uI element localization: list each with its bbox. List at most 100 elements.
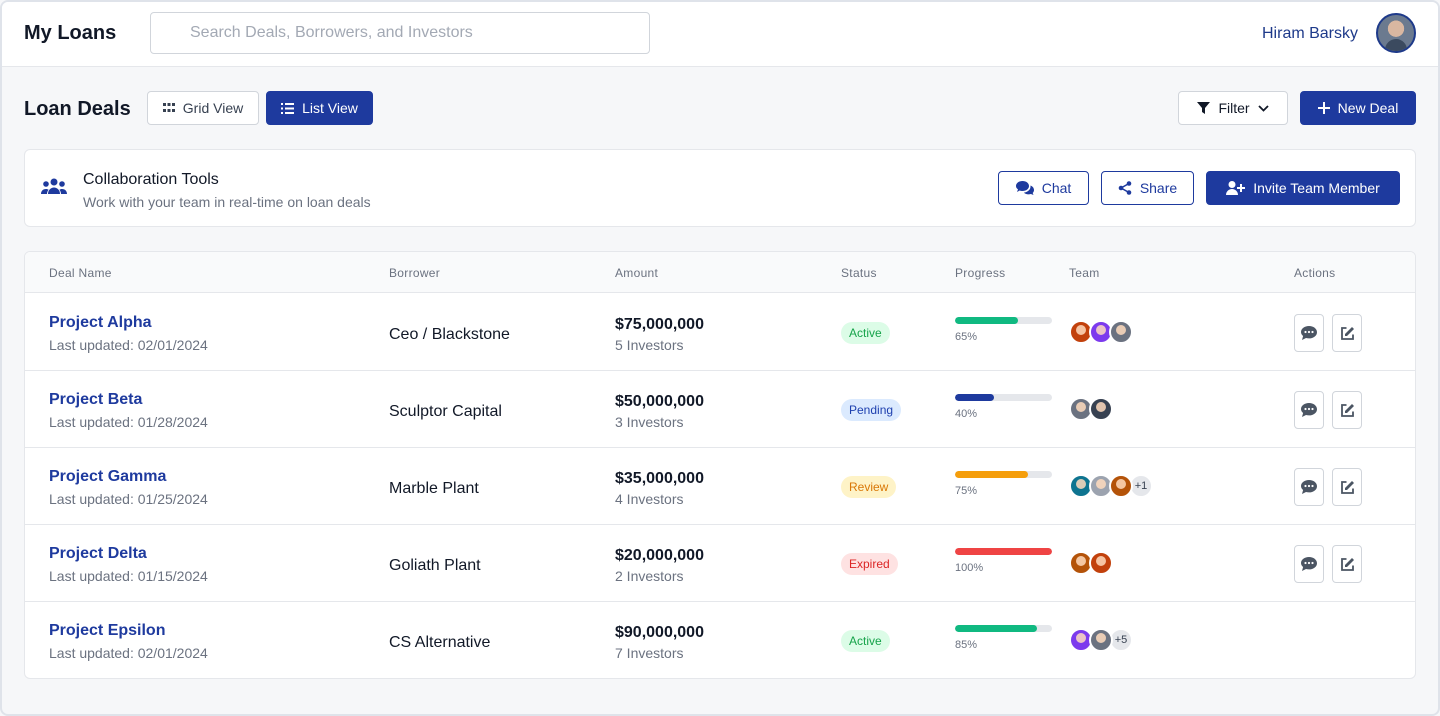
- deal-last-updated: Last updated: 01/28/2024: [49, 414, 208, 430]
- grid-view-button[interactable]: Grid View: [147, 91, 259, 125]
- deal-name-link[interactable]: Project Alpha: [49, 314, 152, 331]
- search-input[interactable]: [150, 12, 650, 54]
- progress-percent: 85%: [955, 639, 978, 651]
- investor-count: 2 Investors: [615, 568, 684, 584]
- team-avatars: [1069, 320, 1133, 344]
- team-member-avatar[interactable]: [1089, 551, 1113, 575]
- user-name[interactable]: Hiram Barsky: [1262, 25, 1359, 42]
- investor-count: 4 Investors: [615, 491, 684, 507]
- deal-name-link[interactable]: Project Delta: [49, 545, 147, 562]
- progress-fill: [955, 625, 1038, 632]
- table-row[interactable]: Project Epsilon Last updated: 02/01/2024…: [25, 602, 1415, 678]
- comment-icon: [1301, 557, 1317, 571]
- list-view-label: List View: [302, 100, 358, 116]
- deals-table: Deal Name Borrower Amount Status Progres…: [24, 251, 1416, 679]
- table-header: Deal Name Borrower Amount Status Progres…: [25, 252, 1415, 293]
- borrower-name: Goliath Plant: [389, 557, 481, 574]
- investor-count: 3 Investors: [615, 414, 684, 430]
- list-icon: [281, 102, 295, 114]
- comment-button[interactable]: [1294, 314, 1324, 352]
- progress-fill: [955, 471, 1028, 478]
- investor-count: 7 Investors: [615, 645, 684, 661]
- new-deal-button[interactable]: New Deal: [1300, 91, 1416, 125]
- user-avatar[interactable]: [1376, 13, 1416, 53]
- deal-last-updated: Last updated: 01/15/2024: [49, 568, 208, 584]
- progress-percent: 75%: [955, 485, 978, 497]
- deal-amount: $50,000,000: [615, 393, 704, 410]
- collaboration-panel: Collaboration Tools Work with your team …: [24, 149, 1416, 227]
- deal-amount: $90,000,000: [615, 624, 704, 641]
- invite-label: Invite Team Member: [1253, 180, 1380, 196]
- status-badge: Pending: [841, 399, 902, 421]
- investor-count: 5 Investors: [615, 337, 684, 353]
- edit-icon: [1340, 326, 1354, 340]
- team-member-avatar[interactable]: [1109, 320, 1133, 344]
- deal-amount: $35,000,000: [615, 470, 704, 487]
- progress-fill: [955, 394, 994, 401]
- edit-icon: [1340, 557, 1354, 571]
- filter-button[interactable]: Filter: [1178, 91, 1288, 125]
- deal-amount: $75,000,000: [615, 316, 704, 333]
- deal-last-updated: Last updated: 02/01/2024: [49, 337, 208, 353]
- team-member-avatar[interactable]: [1089, 397, 1113, 421]
- progress-percent: 40%: [955, 408, 978, 420]
- chat-button[interactable]: Chat: [998, 171, 1089, 205]
- team-member-avatar[interactable]: [1069, 397, 1093, 421]
- chevron-down-icon: [1257, 104, 1269, 112]
- status-badge: Review: [841, 476, 897, 498]
- deal-name-link[interactable]: Project Epsilon: [49, 622, 166, 639]
- column-header-deal-name: Deal Name: [49, 266, 112, 280]
- borrower-name: CS Alternative: [389, 634, 491, 651]
- invite-team-member-button[interactable]: Invite Team Member: [1206, 171, 1400, 205]
- column-header-amount: Amount: [615, 266, 659, 280]
- deal-last-updated: Last updated: 02/01/2024: [49, 645, 208, 661]
- share-label: Share: [1139, 180, 1178, 196]
- table-row[interactable]: Project Beta Last updated: 01/28/2024 Sc…: [25, 371, 1415, 448]
- progress-fill: [955, 317, 1019, 324]
- edit-icon: [1340, 480, 1354, 494]
- chat-icon: [1015, 181, 1034, 195]
- new-deal-label: New Deal: [1337, 100, 1399, 116]
- progress-bar: [955, 394, 1052, 401]
- deal-amount: $20,000,000: [615, 547, 704, 564]
- edit-button[interactable]: [1332, 314, 1362, 352]
- borrower-name: Ceo / Blackstone: [389, 326, 510, 343]
- comment-button[interactable]: [1294, 391, 1324, 429]
- edit-button[interactable]: [1332, 545, 1362, 583]
- comment-icon: [1301, 326, 1317, 340]
- team-icon: [41, 178, 67, 194]
- borrower-name: Sculptor Capital: [389, 403, 502, 420]
- filter-icon: [1197, 102, 1211, 114]
- collaboration-subtitle: Work with your team in real-time on loan…: [83, 194, 371, 210]
- deal-last-updated: Last updated: 01/25/2024: [49, 491, 208, 507]
- progress-bar: [955, 317, 1052, 324]
- borrower-name: Marble Plant: [389, 480, 479, 497]
- comment-button[interactable]: [1294, 545, 1324, 583]
- team-avatars: [1069, 551, 1113, 575]
- team-more-count[interactable]: +5: [1109, 628, 1133, 652]
- comment-button[interactable]: [1294, 468, 1324, 506]
- list-view-button[interactable]: List View: [266, 91, 373, 125]
- table-row[interactable]: Project Delta Last updated: 01/15/2024 G…: [25, 525, 1415, 602]
- column-header-borrower: Borrower: [389, 266, 441, 280]
- edit-button[interactable]: [1332, 468, 1362, 506]
- table-row[interactable]: Project Gamma Last updated: 01/25/2024 M…: [25, 448, 1415, 525]
- progress-percent: 100%: [955, 562, 984, 574]
- user-plus-icon: [1226, 181, 1246, 195]
- table-row[interactable]: Project Alpha Last updated: 02/01/2024 C…: [25, 294, 1415, 371]
- share-button[interactable]: Share: [1101, 171, 1194, 205]
- deal-name-link[interactable]: Project Beta: [49, 391, 143, 408]
- team-member-avatar[interactable]: [1109, 474, 1133, 498]
- column-header-actions: Actions: [1294, 266, 1336, 280]
- progress-bar: [955, 548, 1052, 555]
- column-header-team: Team: [1069, 266, 1100, 280]
- column-header-status: Status: [841, 266, 877, 280]
- deal-name-link[interactable]: Project Gamma: [49, 468, 167, 485]
- edit-button[interactable]: [1332, 391, 1362, 429]
- page-title: Loan Deals: [24, 98, 131, 120]
- team-member-avatar[interactable]: [1089, 628, 1113, 652]
- plus-icon: [1317, 102, 1330, 114]
- comment-icon: [1301, 480, 1317, 494]
- status-badge: Active: [841, 322, 890, 344]
